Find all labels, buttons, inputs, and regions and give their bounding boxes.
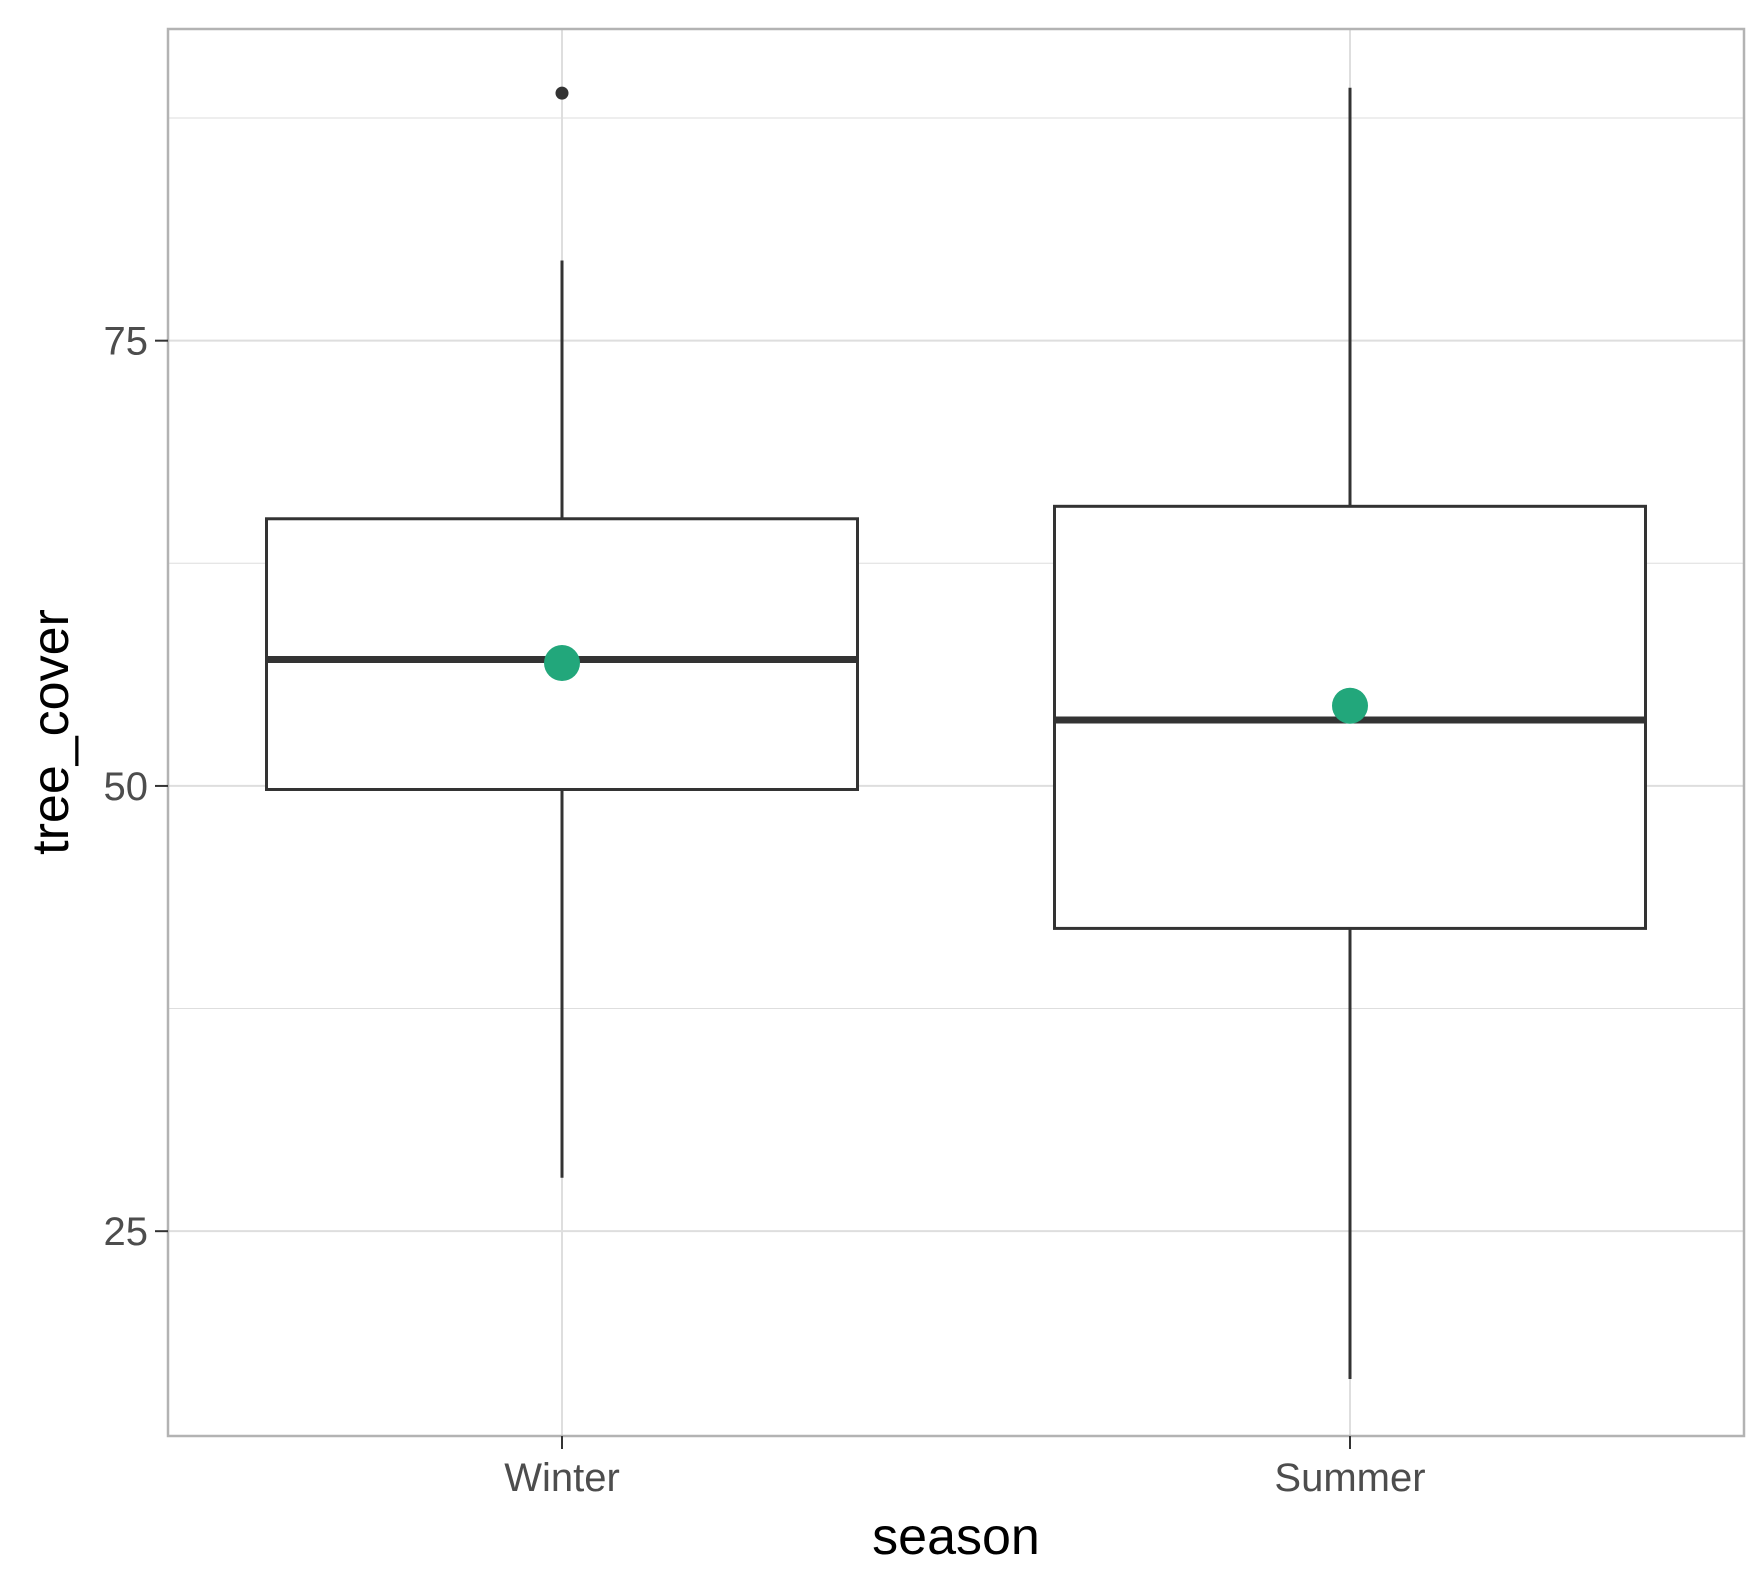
outlier-point <box>555 86 569 100</box>
mean-point <box>544 645 580 682</box>
y-tick-label: 50 <box>104 765 149 809</box>
box-layer <box>265 86 1647 1380</box>
box-group-winter <box>265 86 859 1178</box>
axis-layer: 25 50 75 Winter Summer <box>104 320 1426 1500</box>
panel-border <box>166 27 1746 1438</box>
y-tick-label: 75 <box>104 320 149 364</box>
y-tick-label: 25 <box>104 1210 149 1254</box>
x-tick-label: Summer <box>1274 1456 1425 1500</box>
mean-point <box>1332 687 1368 724</box>
x-tick-label: Winter <box>504 1456 620 1500</box>
box-group-summer <box>1053 87 1647 1380</box>
x-axis-title: season <box>872 1508 1040 1566</box>
y-axis-title: tree_cover <box>22 609 80 855</box>
